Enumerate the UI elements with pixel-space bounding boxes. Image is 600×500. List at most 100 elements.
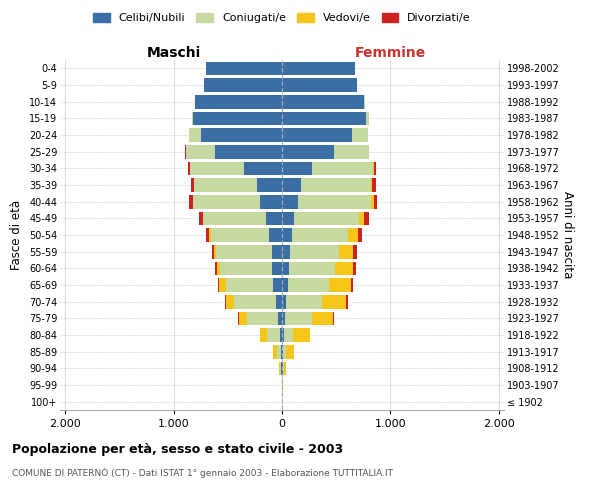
Bar: [285, 312, 312, 325]
Bar: [294, 212, 359, 225]
Bar: [298, 195, 371, 208]
Bar: [374, 162, 376, 175]
Bar: [215, 262, 217, 275]
Bar: [335, 262, 353, 275]
Bar: [211, 228, 269, 242]
Bar: [191, 178, 194, 192]
Bar: [293, 328, 310, 342]
Bar: [260, 195, 282, 208]
Bar: [239, 312, 247, 325]
Bar: [193, 112, 282, 125]
Bar: [352, 128, 368, 142]
Bar: [373, 178, 376, 192]
Bar: [282, 278, 288, 292]
Bar: [269, 228, 282, 242]
Bar: [281, 345, 282, 358]
Y-axis label: Anni di nascita: Anni di nascita: [560, 192, 574, 278]
Bar: [191, 112, 193, 125]
Bar: [282, 245, 290, 258]
Bar: [334, 145, 368, 158]
Bar: [188, 162, 190, 175]
Text: COMUNE DI PATERNÒ (CT) - Dati ISTAT 1° gennaio 2003 - Elaborazione TUTTITALIA.IT: COMUNE DI PATERNÒ (CT) - Dati ISTAT 1° g…: [12, 468, 393, 478]
Bar: [247, 312, 278, 325]
Bar: [275, 295, 282, 308]
Bar: [215, 145, 282, 158]
Bar: [279, 362, 280, 375]
Bar: [226, 278, 274, 292]
Bar: [282, 145, 334, 158]
Bar: [374, 195, 377, 208]
Bar: [209, 228, 211, 242]
Bar: [284, 362, 286, 375]
Bar: [217, 245, 272, 258]
Bar: [190, 195, 193, 208]
Bar: [283, 345, 286, 358]
Bar: [199, 212, 203, 225]
Bar: [267, 328, 280, 342]
Bar: [353, 262, 356, 275]
Bar: [220, 262, 272, 275]
Bar: [340, 245, 353, 258]
Bar: [201, 128, 282, 142]
Bar: [206, 228, 209, 242]
Bar: [282, 62, 355, 75]
Bar: [272, 262, 282, 275]
Bar: [224, 295, 226, 308]
Bar: [282, 228, 292, 242]
Bar: [219, 278, 226, 292]
Bar: [292, 228, 348, 242]
Bar: [353, 245, 357, 258]
Bar: [290, 245, 340, 258]
Bar: [203, 212, 266, 225]
Bar: [272, 245, 282, 258]
Bar: [266, 212, 282, 225]
Bar: [371, 178, 373, 192]
Bar: [284, 328, 293, 342]
Bar: [274, 278, 282, 292]
Bar: [301, 178, 371, 192]
Bar: [289, 262, 335, 275]
Bar: [212, 245, 214, 258]
Bar: [282, 312, 285, 325]
Bar: [194, 178, 257, 192]
Bar: [193, 195, 260, 208]
Bar: [282, 262, 289, 275]
Bar: [214, 245, 217, 258]
Bar: [217, 262, 220, 275]
Bar: [286, 295, 322, 308]
Bar: [359, 212, 364, 225]
Bar: [280, 362, 281, 375]
Bar: [185, 145, 215, 158]
Bar: [226, 295, 235, 308]
Bar: [367, 112, 368, 125]
Bar: [274, 345, 277, 358]
Bar: [278, 312, 282, 325]
Bar: [257, 178, 282, 192]
Bar: [244, 162, 282, 175]
Bar: [282, 195, 298, 208]
Bar: [280, 328, 282, 342]
Bar: [189, 128, 201, 142]
Bar: [282, 328, 284, 342]
Bar: [312, 312, 334, 325]
Bar: [364, 212, 368, 225]
Bar: [277, 345, 281, 358]
Bar: [190, 162, 244, 175]
Bar: [196, 95, 282, 108]
Bar: [348, 228, 358, 242]
Bar: [235, 295, 275, 308]
Bar: [282, 345, 283, 358]
Text: Femmine: Femmine: [355, 46, 426, 60]
Bar: [282, 162, 313, 175]
Bar: [218, 278, 219, 292]
Bar: [371, 195, 374, 208]
Bar: [282, 128, 352, 142]
Bar: [322, 295, 346, 308]
Bar: [282, 112, 367, 125]
Bar: [282, 178, 301, 192]
Bar: [351, 278, 353, 292]
Bar: [282, 295, 286, 308]
Bar: [283, 362, 284, 375]
Bar: [282, 212, 294, 225]
Bar: [204, 78, 282, 92]
